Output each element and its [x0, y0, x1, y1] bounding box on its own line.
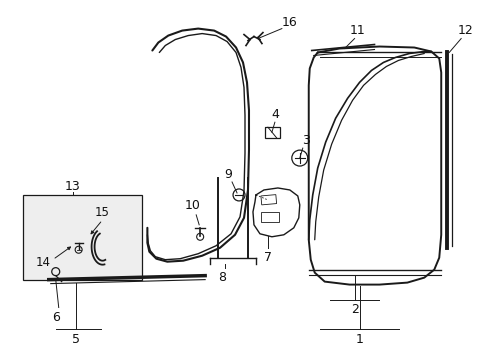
Text: 5: 5 [72, 333, 80, 346]
Text: 2: 2 [350, 303, 358, 316]
Bar [261, 212, 278, 222]
Text: 3: 3 [301, 134, 309, 147]
Text: 8: 8 [218, 271, 225, 284]
Bar [261, 195, 276, 205]
Circle shape [291, 150, 307, 166]
FancyBboxPatch shape [23, 195, 142, 280]
Text: 12: 12 [456, 24, 472, 37]
Text: 6: 6 [52, 311, 60, 324]
Text: 4: 4 [270, 108, 278, 121]
Circle shape [233, 189, 244, 201]
Text: 9: 9 [224, 167, 231, 180]
Text: 15: 15 [95, 206, 110, 219]
Text: 10: 10 [184, 199, 200, 212]
Text: 16: 16 [282, 16, 297, 29]
Text: 11: 11 [349, 24, 365, 37]
Bar [264, 127, 279, 138]
Text: 14: 14 [35, 256, 50, 269]
Text: 1: 1 [355, 333, 363, 346]
Text: 7: 7 [264, 251, 271, 264]
Text: 13: 13 [64, 180, 81, 193]
